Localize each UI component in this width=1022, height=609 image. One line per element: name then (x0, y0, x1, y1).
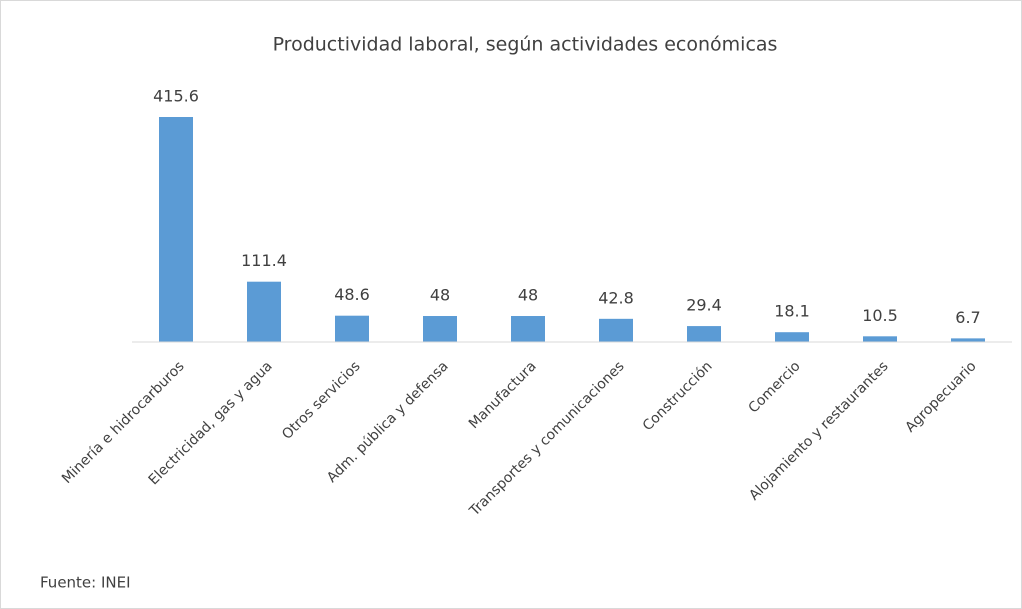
bar (335, 315, 369, 342)
bar (247, 281, 281, 342)
bar (423, 316, 457, 342)
bar (951, 338, 985, 342)
data-label: 111.4 (241, 251, 287, 270)
bar (775, 332, 809, 342)
chart-title: Productividad laboral, según actividades… (273, 34, 778, 56)
bar (687, 326, 721, 342)
data-label: 48 (518, 286, 538, 305)
data-label: 48 (430, 286, 450, 305)
bar (159, 117, 193, 342)
data-label: 42.8 (598, 288, 634, 307)
source-note: Fuente: INEI (40, 574, 131, 592)
data-label: 6.7 (955, 308, 980, 327)
bar (511, 316, 545, 342)
bar (599, 318, 633, 342)
data-label: 48.6 (334, 285, 370, 304)
data-label: 29.4 (686, 296, 722, 315)
bar (863, 336, 897, 342)
data-label: 18.1 (774, 302, 810, 321)
data-label: 10.5 (862, 306, 898, 325)
data-label: 415.6 (153, 87, 199, 106)
